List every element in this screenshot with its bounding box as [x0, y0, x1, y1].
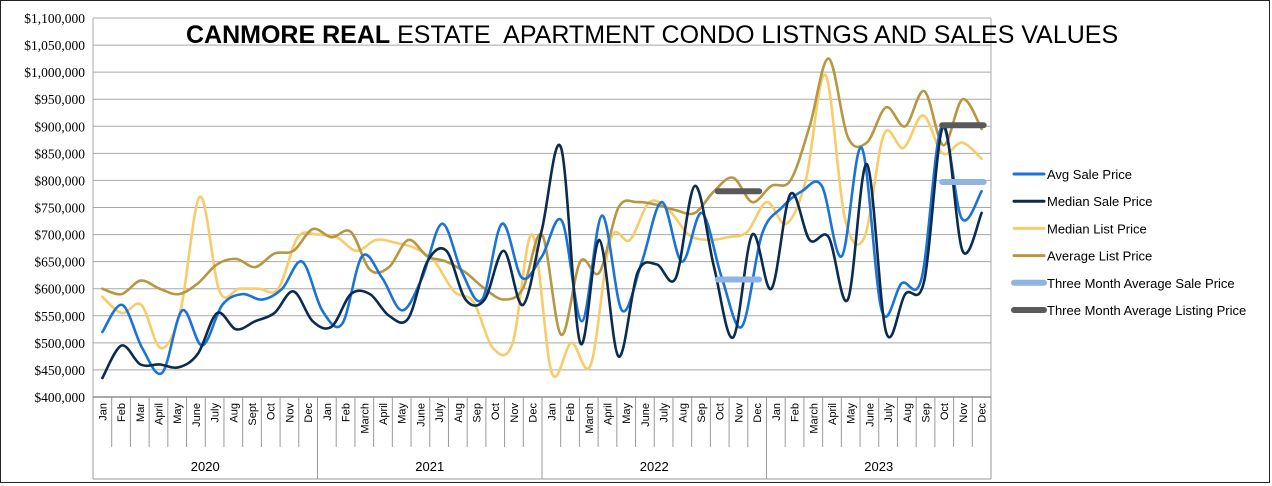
x-tick-label: Sep — [472, 403, 484, 423]
x-tick-label: Feb — [341, 403, 353, 422]
x-tick-label: Oct — [715, 403, 727, 420]
y-tick-label: $500,000 — [34, 336, 85, 351]
x-tick-label: Sep — [696, 403, 708, 423]
x-tick-label: April — [378, 403, 390, 425]
y-tick-label: $700,000 — [34, 228, 85, 243]
x-tick-label: Dec — [303, 403, 315, 423]
year-label: 2021 — [415, 459, 444, 474]
x-tick-label: June — [640, 403, 652, 427]
x-tick-label: June — [864, 403, 876, 427]
x-tick-label: May — [846, 403, 858, 424]
y-tick-label: $650,000 — [34, 255, 85, 270]
x-tick-label: Mar — [135, 403, 147, 422]
series-line-average-list-price — [101, 57, 983, 337]
x-tick-label: Nov — [733, 403, 745, 423]
x-tick-label: Oct — [490, 403, 502, 420]
series-line-median-sale-price — [101, 124, 983, 380]
y-tick-label: $1,050,000 — [24, 38, 85, 53]
gridlines — [92, 17, 992, 398]
title-bold: CANMORE REAL — [186, 21, 390, 49]
title-rest: ESTATE APARTMENT CONDO LISTNGS AND SALES… — [390, 21, 1118, 49]
x-tick-label: Aug — [453, 403, 465, 423]
y-tick-label: $1,100,000 — [24, 11, 85, 26]
x-tick-label: Oct — [939, 403, 951, 420]
x-tick-label: Feb — [790, 403, 802, 422]
x-tick-label: Jan — [322, 403, 334, 421]
y-tick-label: $550,000 — [34, 309, 85, 324]
y-tick-label: $750,000 — [34, 201, 85, 216]
x-tick-label: Nov — [284, 403, 296, 423]
x-tick-label: July — [210, 403, 222, 423]
x-tick-label: Jan — [97, 403, 109, 421]
legend-label: Three Month Average Listing Price — [1047, 303, 1246, 318]
x-axis: Jan Feb Mar April May June July Aug Sept Oct Nov De… — [92, 397, 992, 480]
y-axis: $400,000 $450,000 $500,000 $550,000 $600,000… — [24, 11, 85, 405]
x-tick-label: June — [415, 403, 427, 427]
year-label: 2023 — [864, 459, 893, 474]
legend-label: Median Sale Price — [1047, 194, 1153, 209]
year-label: 2022 — [640, 459, 669, 474]
x-tick-label: Feb — [565, 403, 577, 422]
x-tick-label: April — [602, 403, 614, 425]
legend-label: Average List Price — [1047, 249, 1152, 264]
x-tick-label: Aug — [677, 403, 689, 423]
legend-label: Avg Sale Price — [1047, 167, 1132, 182]
series-line-median-list-price — [101, 73, 983, 378]
x-tick-label: Dec — [752, 403, 764, 423]
legend-label: Median List Price — [1047, 221, 1147, 236]
x-tick-label: May — [397, 403, 409, 424]
x-tick-label: Dec — [528, 403, 540, 423]
x-tick-label: June — [191, 403, 203, 427]
y-tick-label: $850,000 — [34, 146, 85, 161]
y-tick-label: $800,000 — [34, 173, 85, 188]
x-tick-label: Nov — [509, 403, 521, 423]
x-tick-label: Sept — [247, 403, 259, 426]
x-tick-label: July — [883, 403, 895, 423]
three-month-average-bars — [714, 122, 987, 283]
y-tick-label: $900,000 — [34, 119, 85, 134]
x-tick-label: July — [434, 403, 446, 423]
y-tick-label: $950,000 — [34, 92, 85, 107]
chart-title: CANMORE REAL ESTATE APARTMENT CONDO LIST… — [186, 21, 1118, 49]
x-tick-label: Feb — [116, 403, 128, 422]
y-tick-label: $450,000 — [34, 363, 85, 378]
legend-label: Three Month Average Sale Price — [1047, 276, 1235, 291]
x-tick-label: Nov — [958, 403, 970, 423]
x-tick-label: March — [808, 403, 820, 434]
legend: Avg Sale Price Median Sale Price Median Li… — [1011, 167, 1246, 318]
x-tick-label: Dec — [977, 403, 989, 423]
y-tick-label: $600,000 — [34, 282, 85, 297]
x-tick-label: Oct — [266, 403, 278, 420]
series-lines — [101, 57, 983, 380]
x-tick-label: Aug — [228, 403, 240, 423]
x-tick-label: Aug — [902, 403, 914, 423]
x-tick-label: April — [827, 403, 839, 425]
x-tick-label: Jan — [771, 403, 783, 421]
x-tick-label: March — [359, 403, 371, 434]
x-tick-label: April — [153, 403, 165, 425]
x-tick-label: Sep — [921, 403, 933, 423]
x-tick-label: Jan — [546, 403, 558, 421]
series-line-avg-sale-price — [101, 124, 983, 376]
x-tick-label: May — [621, 403, 633, 424]
y-tick-label: $400,000 — [34, 390, 85, 405]
y-tick-label: $1,000,000 — [24, 65, 85, 80]
x-tick-label: March — [584, 403, 596, 434]
x-tick-label: May — [172, 403, 184, 424]
x-tick-label: July — [659, 403, 671, 423]
year-label: 2020 — [191, 459, 220, 474]
